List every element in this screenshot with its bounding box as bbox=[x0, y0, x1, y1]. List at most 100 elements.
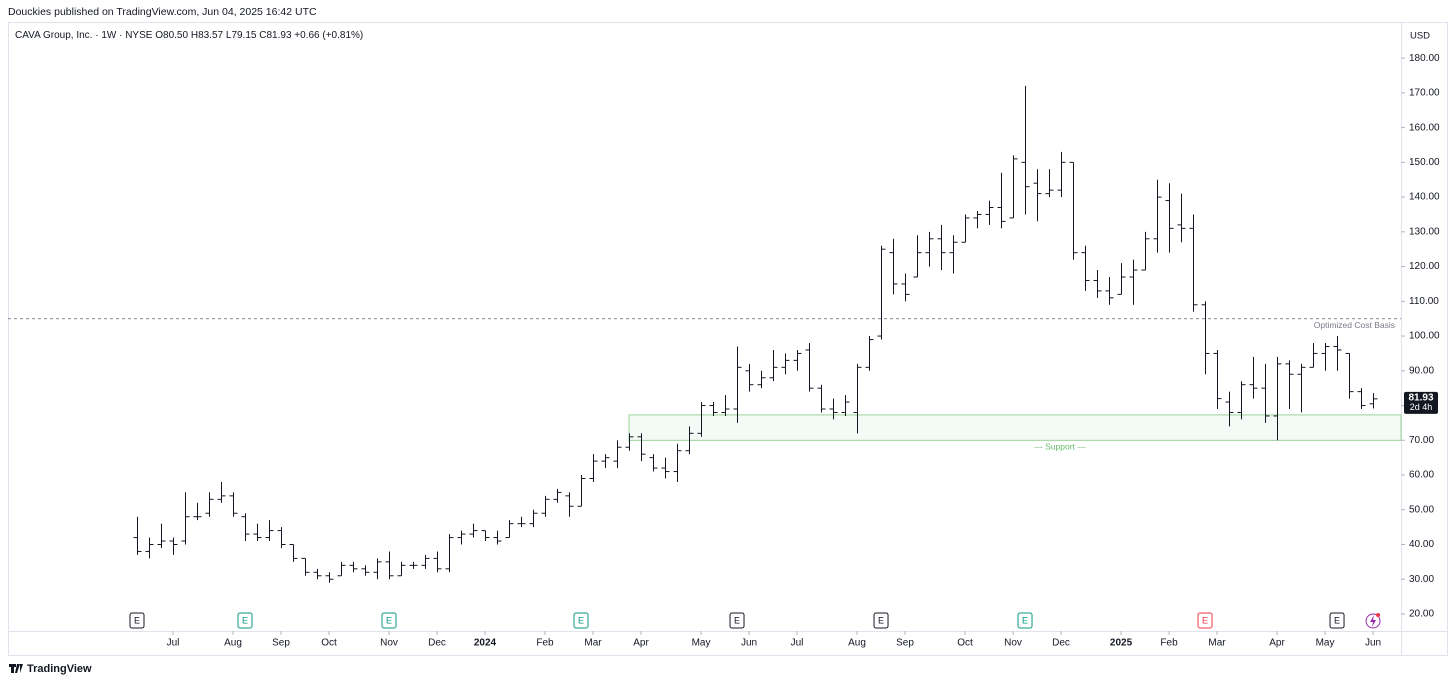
x-tick-label: Nov bbox=[1004, 638, 1022, 649]
y-tick-label: 110.00 bbox=[1409, 296, 1439, 307]
ohlc-bar bbox=[445, 534, 454, 573]
ohlc-bar bbox=[433, 551, 442, 573]
ohlc-bar bbox=[733, 346, 742, 423]
ohlc-bar bbox=[1153, 179, 1162, 253]
event-marker bbox=[1017, 612, 1033, 629]
ohlc-bar bbox=[169, 537, 178, 555]
y-tick-label: 20.00 bbox=[1409, 609, 1434, 620]
legend-part: 80.50 bbox=[163, 30, 188, 41]
y-tick-label: 150.00 bbox=[1409, 157, 1440, 168]
event-marker bbox=[573, 612, 589, 629]
ohlc-bar bbox=[313, 568, 322, 580]
y-tick-label: 180.00 bbox=[1409, 53, 1440, 64]
ohlc-bar bbox=[1033, 169, 1042, 222]
ohlc-bar bbox=[1117, 263, 1126, 295]
ohlc-bar bbox=[577, 475, 586, 507]
ohlc-bar bbox=[373, 558, 382, 580]
y-tick-label: 120.00 bbox=[1409, 261, 1440, 272]
ohlc-bar bbox=[469, 523, 478, 538]
support-label: --- Support --- bbox=[1034, 442, 1086, 452]
ohlc-bar bbox=[805, 343, 814, 392]
event-label: E bbox=[1022, 615, 1028, 625]
ohlc-bar bbox=[1285, 360, 1294, 410]
ohlc-bar bbox=[769, 349, 778, 382]
y-tick-label: 160.00 bbox=[1409, 122, 1440, 133]
y-tick-label: 30.00 bbox=[1409, 574, 1434, 585]
y-tick-label: 70.00 bbox=[1409, 435, 1434, 446]
ohlc-bar bbox=[349, 561, 358, 573]
ohlc-bar bbox=[925, 231, 934, 267]
ohlc-bar bbox=[949, 235, 958, 274]
ohlc-bar bbox=[193, 502, 202, 521]
legend-part: 81.93 bbox=[266, 30, 291, 41]
ohlc-bar bbox=[1129, 259, 1138, 305]
y-tick-label: 170.00 bbox=[1409, 88, 1440, 99]
ohlc-bar bbox=[205, 492, 214, 517]
ohlc-bar bbox=[181, 492, 190, 545]
ohlc-bar bbox=[505, 520, 514, 539]
ohlc-bar bbox=[685, 426, 694, 455]
ohlc-bar bbox=[961, 214, 970, 243]
ohlc-bar bbox=[529, 509, 538, 528]
ohlc-bar bbox=[565, 492, 574, 517]
ohlc-bar bbox=[481, 530, 490, 542]
ohlc-bar bbox=[697, 402, 706, 437]
ohlc-bar bbox=[793, 349, 802, 371]
y-tick-label: 100.00 bbox=[1409, 331, 1440, 342]
ohlc-bar bbox=[613, 440, 622, 469]
ohlc-bar bbox=[493, 530, 502, 545]
ohlc-bar bbox=[421, 554, 430, 569]
ohlc-bar bbox=[709, 402, 718, 416]
legend-part: C bbox=[259, 30, 266, 41]
ohlc-bar bbox=[1213, 349, 1222, 410]
ohlc-bar bbox=[1369, 393, 1378, 409]
ohlc-bar bbox=[637, 433, 646, 462]
event-label: E bbox=[1202, 615, 1208, 625]
legend-part: CAVA Group, Inc. · 1W · NYSE bbox=[15, 30, 153, 41]
ohlc-bar bbox=[1057, 151, 1066, 198]
ohlc-bar bbox=[325, 572, 334, 583]
ohlc-bar bbox=[1237, 381, 1246, 420]
legend-part: 79.15 bbox=[231, 30, 256, 41]
ohlc-bar bbox=[1189, 214, 1198, 312]
x-tick-label: Mar bbox=[584, 638, 602, 649]
ohlc-bar bbox=[1309, 343, 1318, 368]
y-tick-label: 130.00 bbox=[1409, 226, 1440, 237]
ohlc-bar bbox=[265, 520, 274, 542]
y-tick-label: 90.00 bbox=[1409, 365, 1434, 376]
ohlc-bar bbox=[1141, 231, 1150, 271]
x-tick-label: Jun bbox=[741, 638, 757, 649]
legend: CAVA Group, Inc. · 1W · NYSE O80.50 H83.… bbox=[15, 30, 363, 41]
x-tick-label: Feb bbox=[1160, 638, 1178, 649]
ohlc-bar bbox=[409, 561, 418, 569]
x-tick-label: Feb bbox=[536, 638, 554, 649]
ohlc-bar bbox=[1297, 363, 1306, 413]
ohlc-bar bbox=[1009, 155, 1018, 219]
x-tick-label: Sep bbox=[272, 638, 290, 649]
x-tick-label: Apr bbox=[1269, 638, 1285, 649]
ohlc-bar bbox=[1165, 183, 1174, 253]
ohlc-bar bbox=[157, 523, 166, 548]
event-label: E bbox=[734, 615, 740, 625]
ohlc-bar bbox=[625, 433, 634, 451]
x-tick-label: Oct bbox=[321, 638, 337, 649]
ohlc-bar bbox=[721, 395, 730, 416]
ohlc-bar bbox=[553, 488, 562, 503]
ohlc-bar bbox=[1045, 169, 1054, 198]
ohlc-bar bbox=[757, 370, 766, 389]
event-marker bbox=[237, 612, 253, 629]
event-label: E bbox=[242, 615, 248, 625]
ohlc-bar bbox=[457, 530, 466, 545]
ohlc-bar bbox=[649, 454, 658, 472]
ohlc-bar bbox=[277, 527, 286, 548]
y-tick-label: 60.00 bbox=[1409, 470, 1434, 481]
ohlc-bar bbox=[1021, 85, 1030, 215]
countdown-label: 2d 4h bbox=[1410, 402, 1433, 412]
legend-part: H bbox=[191, 30, 198, 41]
event-marker bbox=[381, 612, 397, 629]
event-marker bbox=[873, 612, 889, 629]
ohlc-bar bbox=[385, 551, 394, 580]
y-tick-label: 140.00 bbox=[1409, 192, 1440, 203]
ohlc-bar bbox=[541, 495, 550, 517]
ohlc-bar bbox=[973, 210, 982, 229]
